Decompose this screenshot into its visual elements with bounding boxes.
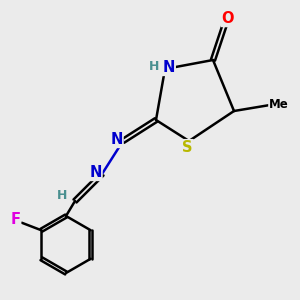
Text: N: N	[89, 165, 102, 180]
Text: H: H	[148, 59, 159, 73]
Text: N: N	[110, 132, 123, 147]
Text: S: S	[182, 140, 193, 155]
Text: H: H	[57, 189, 68, 202]
Text: F: F	[10, 212, 20, 227]
Text: Me: Me	[269, 98, 289, 112]
Text: N: N	[162, 60, 175, 75]
Text: O: O	[222, 11, 234, 26]
